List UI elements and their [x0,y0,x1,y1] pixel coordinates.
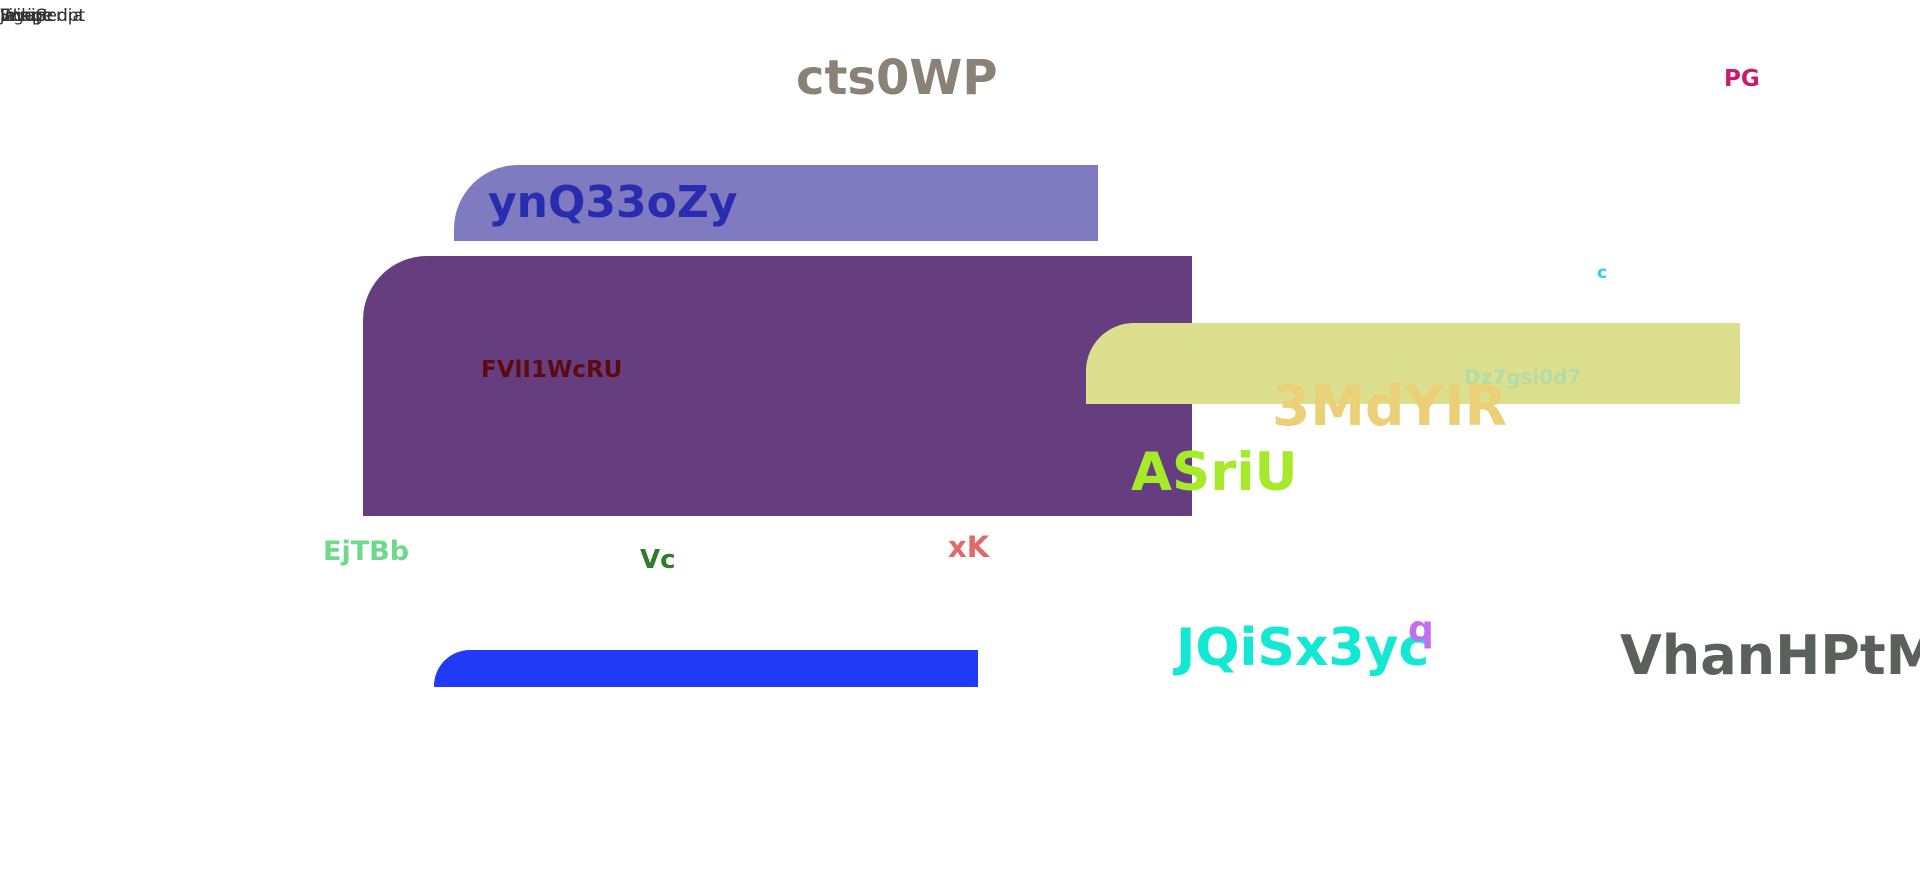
corner-label-3: Figure [0,6,52,26]
corner-label-2: Image [0,6,54,26]
violet-small-text: q [1408,609,1434,650]
purple-panel [363,256,1192,516]
corner-label-5: JavaScript [0,6,86,26]
green-dark-text: Vc [640,545,676,575]
khaki-panel [1086,323,1740,404]
top-right-text: PG [1724,66,1760,92]
faint-text: Dz7gsi0d7 [1464,365,1582,389]
cyan-text: JQiSx3yc [1176,618,1430,678]
tiny-c-text: c [1597,263,1608,283]
gray-large-text: VhanHPtM [1620,624,1920,687]
corner-label-4: Script [0,6,50,26]
title-text: cts0WP [796,50,998,106]
corner-label-1: Wikipedia [0,6,83,26]
orange-text: 3MdYIR [1272,374,1508,438]
lavender-heading: ynQ33oZy [488,177,738,228]
lime-text: ASriU [1131,442,1298,503]
blue-bar [434,650,978,687]
red-small-text: xK [948,530,990,564]
purple-panel-text: FVlI1WcRU [481,357,623,383]
lavender-panel [454,165,1098,241]
green-left-text: EjTBb [323,536,410,567]
